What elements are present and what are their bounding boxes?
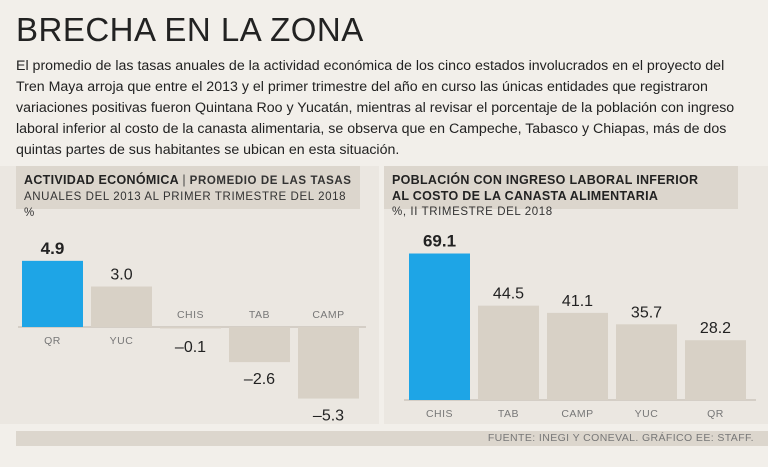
bar-qr: [22, 260, 83, 327]
bar-tab: [229, 327, 290, 363]
category-label-camp: CAMP: [312, 309, 344, 321]
economic-activity-panel: ACTIVIDAD ECONÓMICA | PROMEDIO DE LAS TA…: [0, 166, 379, 425]
bar-camp: [298, 327, 359, 399]
category-label-yuc: YUC: [110, 335, 134, 347]
population-income-subtitle: %, II TRIMESTRE DEL 2018: [392, 206, 553, 218]
bar-yuc: [616, 324, 677, 400]
value-label-yuc: 35.7: [631, 304, 662, 321]
page-title: BRECHA EN LA ZONA: [16, 11, 364, 48]
economic-activity-chart: 4.9 QR 3.0 YUC –0.1 CHIS –2.6 TAB –5.3 CAMP: [18, 239, 366, 425]
category-label-qr: QR: [44, 335, 61, 347]
population-income-title-a: POBLACIÓN CON INGRESO LABORAL INFERIOR: [392, 173, 699, 187]
bar-tab: [478, 305, 539, 400]
bar-yuc: [91, 286, 152, 327]
bar-chis: [160, 327, 221, 329]
bar-chis: [409, 253, 470, 400]
economic-activity-subtitle-b: ANUALES DEL 2013 AL PRIMER TRIMESTRE DEL…: [24, 191, 347, 219]
category-label-qr: QR: [707, 408, 724, 420]
header-separator: |: [182, 173, 186, 187]
population-income-chart: 69.1 CHIS 44.5 TAB 41.1 CAMP 35.7 YUC 28.2 QR: [404, 232, 756, 420]
value-label-chis: 69.1: [423, 232, 456, 251]
value-label-qr: 4.9: [41, 239, 65, 258]
category-label-chis: CHIS: [177, 309, 204, 321]
value-label-camp: 41.1: [562, 293, 593, 310]
source-note: FUENTE: INEGI Y CONEVAL. GRÁFICO EE: STA…: [487, 432, 754, 444]
value-label-camp: –5.3: [313, 408, 344, 425]
population-income-title-b: AL COSTO DE LA CANASTA ALIMENTARIA: [392, 189, 659, 203]
value-label-qr: 28.2: [700, 320, 731, 337]
category-label-camp: CAMP: [561, 408, 593, 420]
category-label-yuc: YUC: [635, 408, 659, 420]
population-income-panel: POBLACIÓN CON INGRESO LABORAL INFERIOR A…: [384, 166, 768, 424]
economic-activity-header: ACTIVIDAD ECONÓMICA | PROMEDIO DE LAS TA…: [16, 166, 360, 219]
category-label-chis: CHIS: [426, 408, 453, 420]
value-label-chis: –0.1: [175, 339, 206, 356]
bar-qr: [685, 340, 746, 400]
economic-activity-subtitle-a: PROMEDIO DE LAS TASAS: [189, 175, 352, 187]
bar-camp: [547, 312, 608, 400]
intro-paragraph: El promedio de las tasas anuales de la a…: [16, 58, 735, 158]
footer-bar: FUENTE: INEGI Y CONEVAL. GRÁFICO EE: STA…: [16, 431, 768, 446]
category-label-tab: TAB: [249, 309, 270, 321]
value-label-tab: 44.5: [493, 286, 524, 303]
population-income-header: POBLACIÓN CON INGRESO LABORAL INFERIOR A…: [384, 166, 738, 218]
value-label-tab: –2.6: [244, 371, 275, 388]
economic-activity-title: ACTIVIDAD ECONÓMICA: [24, 173, 179, 187]
category-label-tab: TAB: [498, 408, 519, 420]
value-label-yuc: 3.0: [110, 267, 132, 284]
